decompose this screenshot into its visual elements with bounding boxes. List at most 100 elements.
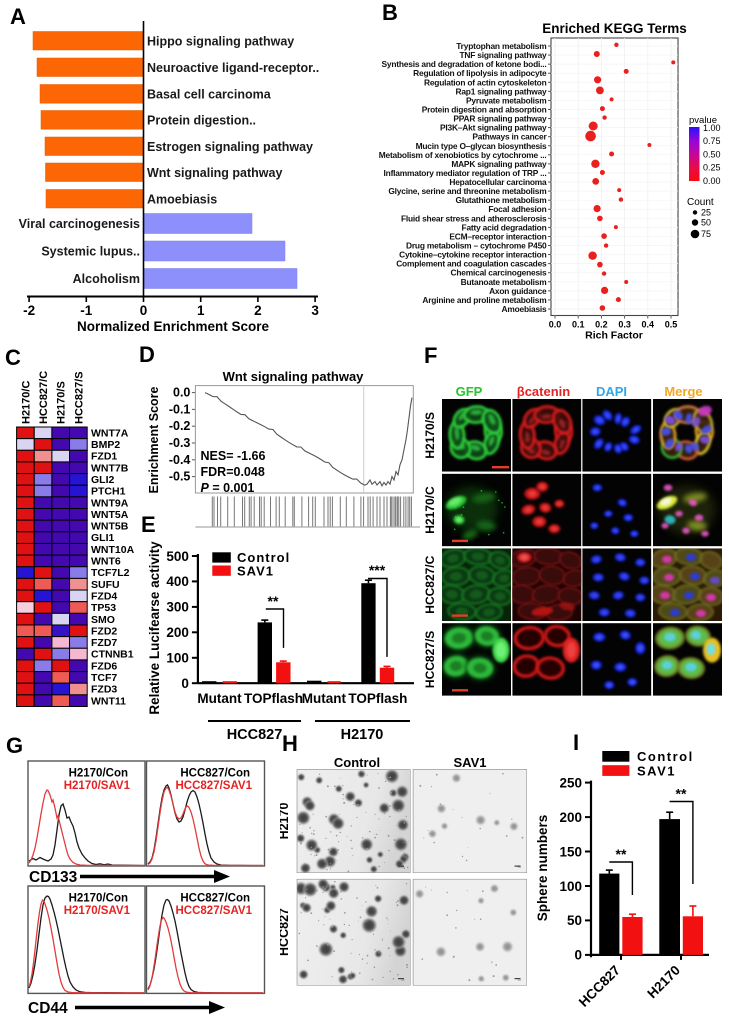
svg-text:Cytokine–cytokine receptor int: Cytokine–cytokine receptor interaction [399,250,546,260]
svg-text:Systemic lupus..: Systemic lupus.. [41,245,140,259]
svg-text:CD133: CD133 [29,869,78,886]
svg-text:SAV1: SAV1 [237,563,274,578]
svg-text:TOPflash: TOPflash [348,691,407,706]
svg-text:250: 250 [559,775,582,790]
svg-text:HCC827/SAV1: HCC827/SAV1 [176,780,253,792]
svg-text:FZD1: FZD1 [91,451,117,463]
svg-text:HCC827: HCC827 [280,908,291,956]
svg-text:Glutathione metabolism: Glutathione metabolism [456,195,547,205]
svg-text:Protein digestion and absorpti: Protein digestion and absorption [422,104,547,114]
svg-text:Rich Factor: Rich Factor [585,330,643,341]
svg-text:***: *** [369,562,386,578]
svg-text:CTNNB1: CTNNB1 [91,649,134,661]
svg-text:TP53: TP53 [91,602,116,614]
svg-text:100: 100 [559,879,582,894]
svg-text:Regulation of lipolysis in adi: Regulation of lipolysis in adipocyte [413,68,547,78]
svg-text:pvalue: pvalue [689,115,717,126]
svg-text:100: 100 [166,651,189,666]
svg-text:GLI1: GLI1 [91,532,114,544]
svg-text:Arginine and proline metabolis: Arginine and proline metabolism [422,295,546,305]
svg-text:0.5: 0.5 [665,320,678,330]
svg-text:A: A [10,4,26,29]
svg-text:400: 400 [166,574,189,589]
svg-text:PPAR signaling pathway: PPAR signaling pathway [453,114,547,124]
svg-text:1.00: 1.00 [703,123,721,133]
svg-text:FZD3: FZD3 [91,684,117,696]
svg-text:0.00: 0.00 [703,176,721,186]
svg-text:FZD7: FZD7 [91,637,117,649]
svg-text:1: 1 [197,303,205,318]
svg-text:B: B [382,0,398,25]
svg-text:Mutant: Mutant [197,691,242,706]
svg-text:Synthesis and degradation of k: Synthesis and degradation of ketone bodi… [382,59,547,69]
svg-text:Pyruvate metabolism: Pyruvate metabolism [466,95,546,105]
svg-text:-0.1: -0.1 [169,402,191,416]
svg-text:Chemical carcinogenesis: Chemical carcinogenesis [451,268,547,278]
svg-text:HCC827/C: HCC827/C [423,555,437,613]
svg-text:0.50: 0.50 [703,149,721,159]
svg-text:50: 50 [701,218,711,228]
svg-text:3: 3 [311,303,319,318]
svg-text:WNT6: WNT6 [91,556,121,568]
svg-text:SMO: SMO [91,614,115,626]
svg-text:500: 500 [166,549,189,564]
svg-text:PI3K–Akt signaling pathway: PI3K–Akt signaling pathway [440,123,547,133]
svg-text:Fatty acid degradation: Fatty acid degradation [462,222,547,232]
svg-text:I: I [573,730,579,755]
svg-text:Wnt signaling pathway: Wnt signaling pathway [223,369,365,384]
svg-text:TNF signaling pathway: TNF signaling pathway [459,50,547,60]
svg-text:FZD6: FZD6 [91,660,117,672]
svg-text:H2170: H2170 [341,727,384,743]
svg-text:2: 2 [254,303,262,318]
svg-text:D: D [139,342,155,367]
svg-text:H: H [282,731,298,756]
svg-text:GFP: GFP [456,384,483,399]
svg-text:H2170/Con: H2170/Con [69,893,128,905]
svg-text:HCC827/Con: HCC827/Con [180,768,250,780]
svg-text:βcatenin: βcatenin [517,384,571,399]
svg-text:Mucin type O–glycan biosynthes: Mucin type O–glycan biosynthesis [416,141,547,151]
svg-text:Viral carcinogenesis: Viral carcinogenesis [19,217,140,231]
svg-text:Amoebiasis: Amoebiasis [147,192,217,206]
svg-text:0: 0 [574,948,582,963]
svg-text:Glycine, serine and threonine: Glycine, serine and threonine metabolism [388,186,546,196]
svg-text:Neuroactive ligand-receptor..: Neuroactive ligand-receptor.. [147,61,319,75]
svg-text:G: G [6,733,23,758]
svg-text:Control: Control [637,749,694,764]
svg-text:HCC827/Con: HCC827/Con [180,893,250,905]
svg-text:HCC827/S: HCC827/S [423,631,437,688]
svg-text:Regulation of actin cytoskelet: Regulation of actin cytoskeleton [424,77,547,87]
svg-text:WNT5A: WNT5A [91,509,129,521]
svg-text:HCC827: HCC827 [227,727,283,743]
svg-text:200: 200 [166,625,189,640]
svg-text:Relative Lucifearse activity: Relative Lucifearse activity [147,541,162,715]
svg-text:FDR=0.048: FDR=0.048 [201,465,265,479]
svg-text:-2: -2 [23,303,35,318]
svg-text:BMP2: BMP2 [91,439,120,451]
svg-text:Estrogen signaling pathway: Estrogen signaling pathway [147,140,313,154]
svg-text:═: ═ [517,977,522,982]
svg-text:-1: -1 [80,303,92,318]
svg-text:0.25: 0.25 [703,163,721,173]
svg-text:Sphere numbers: Sphere numbers [535,815,550,922]
svg-text:H2170/C: H2170/C [20,381,32,424]
svg-text:═: ═ [400,977,405,982]
svg-text:Focal adhesion: Focal adhesion [488,204,546,214]
svg-text:F: F [424,343,437,368]
svg-text:Normalized Enrichment Score: Normalized Enrichment Score [77,319,270,334]
svg-text:Metabolism of xenobiotics by c: Metabolism of xenobiotics by cytochrome … [379,150,547,160]
svg-text:Hippo signaling pathway: Hippo signaling pathway [147,34,294,48]
svg-text:Wnt signaling pathway: Wnt signaling pathway [147,166,282,180]
svg-text:Protein digestion..: Protein digestion.. [147,113,256,127]
svg-text:200: 200 [559,810,582,825]
svg-text:0: 0 [140,303,148,318]
svg-text:**: ** [616,846,627,862]
svg-text:SUFU: SUFU [91,579,120,591]
svg-text:═: ═ [517,865,522,870]
svg-text:Hepatocellular carcinoma: Hepatocellular carcinoma [449,177,547,187]
svg-text:WNT7A: WNT7A [91,427,129,439]
svg-text:-0.5: -0.5 [169,470,191,484]
svg-text:Control: Control [334,755,380,770]
svg-text:0.4: 0.4 [642,320,655,330]
svg-text:H2170: H2170 [280,803,291,840]
